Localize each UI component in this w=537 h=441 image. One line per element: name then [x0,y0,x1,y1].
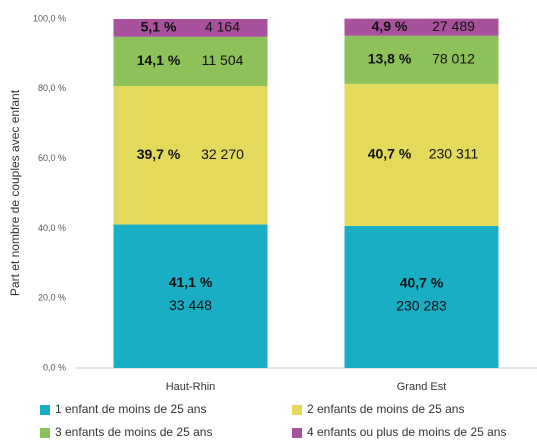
y-tick-label: 0,0 % [43,362,66,372]
legend-swatch [292,405,302,415]
y-tick-label: 100,0 % [33,13,66,23]
count-label: 230 283 [396,298,447,314]
value-label: 14,1 % [137,52,181,68]
count-label: 78 012 [432,51,475,67]
y-tick-label: 20,0 % [38,293,66,303]
y-tick-label: 80,0 % [38,83,66,93]
count-label: 33 448 [169,297,212,313]
bar-segment [344,18,499,36]
value-label: 40,7 % [400,275,444,291]
x-tick-label: Haut-Rhin [166,381,216,393]
bar-segment [344,225,499,368]
legend-swatch [292,428,302,438]
bar-segment [344,83,499,226]
y-tick-label: 60,0 % [38,153,66,163]
legend-swatch [40,405,50,415]
value-label: 41,1 % [169,274,213,290]
value-label: 5,1 % [141,19,177,35]
bar-segment [113,19,268,37]
count-label: 27 489 [432,18,475,34]
legend-label: 4 enfants ou plus de moins de 25 ans [307,425,506,439]
count-label: 11 504 [202,52,244,68]
value-label: 4,9 % [372,18,408,34]
x-tick-label: Grand Est [397,381,447,393]
bar-segment [344,35,499,84]
count-label: 4 164 [205,19,240,35]
y-tick-label: 40,0 % [38,223,66,233]
count-label: 230 311 [429,146,479,162]
legend-label: 2 enfants de moins de 25 ans [307,402,464,416]
bar-segment [113,86,268,225]
value-label: 13,8 % [368,51,412,67]
value-label: 40,7 % [368,146,412,162]
value-label: 39,7 % [137,146,181,162]
legend-swatch [40,428,50,438]
count-label: 32 270 [201,146,244,162]
bar-segment [113,224,268,368]
legend-label: 1 enfant de moins de 25 ans [55,402,206,416]
bar-segment [113,36,268,87]
legend-label: 3 enfants de moins de 25 ans [55,425,212,439]
y-axis-label: Part et nombre de couples avec enfant [8,89,22,296]
